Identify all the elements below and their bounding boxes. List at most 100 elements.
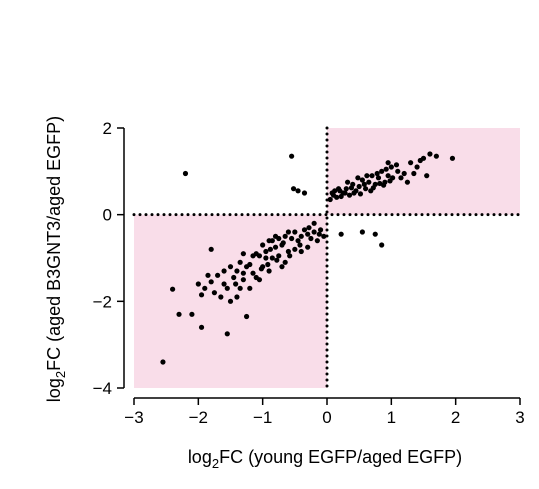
data-point: [305, 244, 311, 250]
data-point: [227, 298, 234, 304]
x-axis-title-prefix: log: [188, 447, 212, 467]
data-point: [316, 231, 322, 237]
data-point: [344, 179, 351, 185]
data-point: [170, 286, 176, 292]
data-point: [285, 229, 291, 235]
x-axis-title-suffix: FC (young EGFP/aged EGFP): [219, 447, 462, 467]
data-point: [285, 248, 291, 255]
x-tick-label: 3: [515, 408, 524, 427]
data-point: [335, 186, 342, 192]
data-point: [215, 272, 221, 278]
data-point: [224, 285, 230, 291]
data-point: [395, 168, 401, 174]
y-tick-label: −2: [93, 292, 112, 311]
data-point: [381, 182, 387, 188]
data-point: [295, 188, 301, 194]
data-point: [359, 229, 365, 235]
data-point: [305, 231, 311, 237]
y-axis-title-suffix: FC (aged B3GNT3/aged EGFP): [44, 116, 64, 371]
data-point: [417, 157, 423, 164]
data-point: [297, 242, 303, 248]
y-axis-title-prefix: log: [44, 378, 64, 402]
data-point: [346, 192, 353, 198]
data-point: [221, 268, 227, 274]
data-point: [276, 253, 282, 259]
data-point: [306, 225, 312, 231]
data-point: [198, 324, 205, 330]
data-point: [274, 257, 280, 263]
data-point: [234, 268, 240, 274]
data-point: [433, 153, 439, 159]
data-point: [280, 240, 286, 246]
data-point: [338, 193, 344, 200]
data-point: [292, 229, 298, 235]
axes: −3 −2 −1 0 1 2 3 −4 −2 0 2: [93, 119, 525, 427]
data-point: [356, 183, 362, 190]
data-point: [243, 264, 250, 270]
data-point: [198, 292, 205, 298]
data-point: [369, 173, 375, 179]
data-point: [231, 274, 237, 281]
data-point: [404, 179, 411, 185]
data-point: [366, 179, 372, 185]
data-point: [260, 242, 266, 248]
data-point: [265, 261, 271, 268]
data-point: [287, 253, 293, 259]
data-point: [301, 190, 308, 196]
x-tick-label: −1: [253, 408, 272, 427]
highlight-quadrant-0: [327, 128, 520, 215]
data-point: [338, 231, 344, 237]
data-point: [298, 248, 304, 255]
y-tick-label: −4: [93, 379, 112, 398]
x-axis-title-subscript: 2: [212, 456, 219, 471]
x-tick-label: 0: [322, 408, 331, 427]
data-point: [289, 153, 295, 159]
data-point: [314, 238, 320, 244]
data-point: [269, 255, 275, 261]
data-point: [351, 190, 357, 196]
data-point: [276, 235, 282, 242]
data-point: [355, 175, 361, 181]
data-point: [424, 173, 430, 179]
data-point: [176, 311, 182, 317]
data-point: [202, 285, 208, 291]
x-tick-label: 1: [387, 408, 396, 427]
data-point: [321, 233, 327, 239]
data-point: [343, 186, 349, 192]
data-point: [401, 170, 407, 177]
data-point: [243, 313, 250, 320]
data-point: [342, 190, 348, 196]
data-point: [272, 244, 279, 250]
data-point: [258, 266, 264, 272]
data-point: [240, 277, 246, 283]
data-point: [269, 238, 275, 244]
data-point: [253, 274, 259, 281]
data-point: [240, 270, 246, 276]
data-point: [334, 194, 340, 200]
data-point: [227, 264, 234, 270]
data-point: [372, 231, 378, 237]
data-point: [221, 281, 227, 287]
y-tick-label: 2: [103, 119, 112, 138]
data-point: [224, 331, 230, 337]
data-point: [266, 268, 272, 274]
data-point: [263, 248, 269, 255]
data-point: [427, 151, 433, 157]
data-point: [385, 160, 391, 166]
data-point: [295, 238, 301, 244]
data-point: [408, 160, 414, 166]
data-point: [218, 294, 224, 300]
data-point: [348, 185, 355, 191]
data-point: [195, 281, 201, 287]
data-point: [290, 186, 297, 192]
x-axis-title: log2FC (young EGFP/aged EGFP): [188, 447, 462, 471]
data-point: [267, 246, 273, 252]
data-point: [357, 191, 364, 197]
data-point: [375, 175, 382, 181]
y-axis-title: log2FC (aged B3GNT3/aged EGFP): [44, 116, 68, 402]
x-tick-label: 2: [451, 408, 460, 427]
data-point: [388, 164, 394, 170]
data-point: [298, 233, 304, 239]
data-point: [387, 178, 393, 184]
